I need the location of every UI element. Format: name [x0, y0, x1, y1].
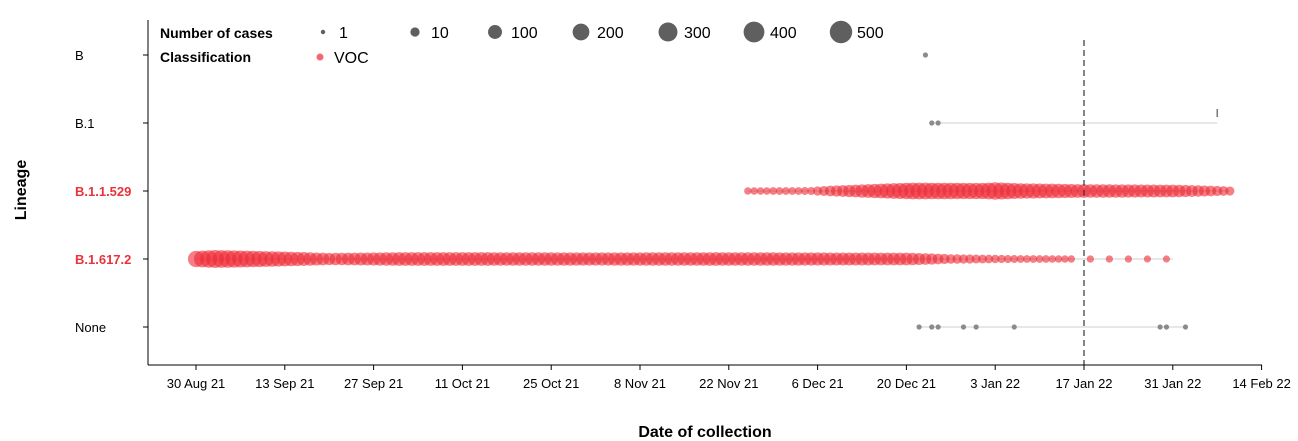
data-point: [1003, 255, 1012, 263]
data-point: [769, 187, 778, 195]
x-tick-label: 25 Oct 21: [523, 376, 579, 391]
legend-size-swatch: [320, 29, 326, 35]
legend-size-label: 200: [597, 25, 624, 42]
data-point: [1011, 324, 1017, 330]
data-point: [958, 254, 969, 264]
legend-size-swatch: [658, 22, 678, 42]
x-tick-label: 22 Nov 21: [699, 376, 758, 391]
y-tick-label: B: [75, 48, 84, 63]
legend-size-swatch: [410, 27, 420, 37]
data-point: [922, 52, 929, 58]
data-point: [935, 324, 941, 330]
data-point: [990, 254, 1000, 264]
data-point: [800, 187, 809, 195]
x-tick-label: 17 Jan 22: [1055, 376, 1112, 391]
data-point: [929, 324, 935, 330]
x-tick-label: 8 Nov 21: [614, 376, 666, 391]
data-point: [1023, 255, 1031, 263]
legend-size-label: 400: [770, 25, 797, 42]
data-point: [807, 187, 816, 195]
x-tick-label: 6 Dec 21: [792, 376, 844, 391]
data-point: [1067, 255, 1076, 263]
data-point: [1105, 255, 1114, 263]
y-axis-title: Lineage: [13, 160, 30, 221]
legend-size-label: 10: [431, 25, 449, 42]
legend-size-label: 1: [339, 25, 348, 42]
data-point: [756, 187, 765, 195]
data-point: [973, 324, 979, 330]
data-point: [971, 254, 981, 264]
data-point: [984, 254, 994, 264]
data-point: [960, 324, 967, 330]
legend-color-title: Classification: [160, 49, 251, 65]
data-point: [1086, 255, 1095, 263]
data-point: [1157, 324, 1163, 330]
data-point: [1225, 186, 1235, 196]
data-point: [794, 187, 803, 195]
data-point: [965, 254, 975, 264]
data-point: [1143, 255, 1152, 263]
data-point: [916, 324, 922, 330]
y-tick-label: B.1.1.529: [75, 184, 131, 199]
x-tick-label: 14 Feb 22: [1232, 376, 1291, 391]
data-point: [1042, 255, 1050, 263]
y-tick-label: B.1: [75, 116, 95, 131]
data-point: [763, 187, 771, 195]
data-point: [782, 187, 790, 195]
data-point: [1016, 255, 1025, 263]
x-axis-title: Date of collection: [638, 424, 771, 441]
legend-size-swatch: [743, 21, 765, 43]
data-point: [978, 254, 987, 264]
x-tick-label: 3 Jan 22: [970, 376, 1020, 391]
x-tick-label: 13 Sep 21: [255, 376, 314, 391]
data-point: [929, 120, 935, 126]
data-point: [744, 187, 752, 195]
data-point: [1162, 255, 1171, 263]
data-point: [788, 187, 797, 195]
data-point: [1029, 255, 1038, 263]
legend-size-swatch: [572, 23, 590, 41]
data-point: [935, 120, 941, 126]
legend-size-swatch: [829, 20, 853, 44]
data-point: [1035, 255, 1044, 263]
y-tick-label: None: [75, 320, 106, 335]
data-point: [1124, 255, 1133, 263]
data-point: [750, 187, 758, 195]
legend-voc-swatch: [316, 53, 324, 61]
y-tick-label: B.1.617.2: [75, 252, 131, 267]
data-point: [997, 254, 1006, 264]
data-point: [775, 187, 784, 195]
x-tick-label: 30 Aug 21: [167, 376, 226, 391]
x-tick-label: 20 Dec 21: [877, 376, 936, 391]
data-point: [1010, 255, 1019, 263]
data-point: [1054, 255, 1063, 263]
legend-size-label: 300: [684, 25, 711, 42]
data-point: [1182, 324, 1189, 330]
legend-size-label: 100: [511, 25, 538, 42]
legend-voc-label: VOC: [334, 50, 369, 67]
data-point: [1061, 255, 1069, 263]
data-point: [1163, 324, 1170, 330]
data-point: [1218, 186, 1229, 196]
legend: Number of cases Classification 1 10 100 200…: [160, 20, 884, 67]
x-tick-label: 11 Oct 21: [435, 376, 490, 391]
legend-size-swatch: [488, 25, 502, 39]
x-tick-label: 31 Jan 22: [1144, 376, 1201, 391]
data-point: [1048, 255, 1057, 263]
x-tick-label: 27 Sep 21: [344, 376, 403, 391]
legend-size-label: 500: [857, 25, 884, 42]
legend-size-title: Number of cases: [160, 25, 273, 41]
